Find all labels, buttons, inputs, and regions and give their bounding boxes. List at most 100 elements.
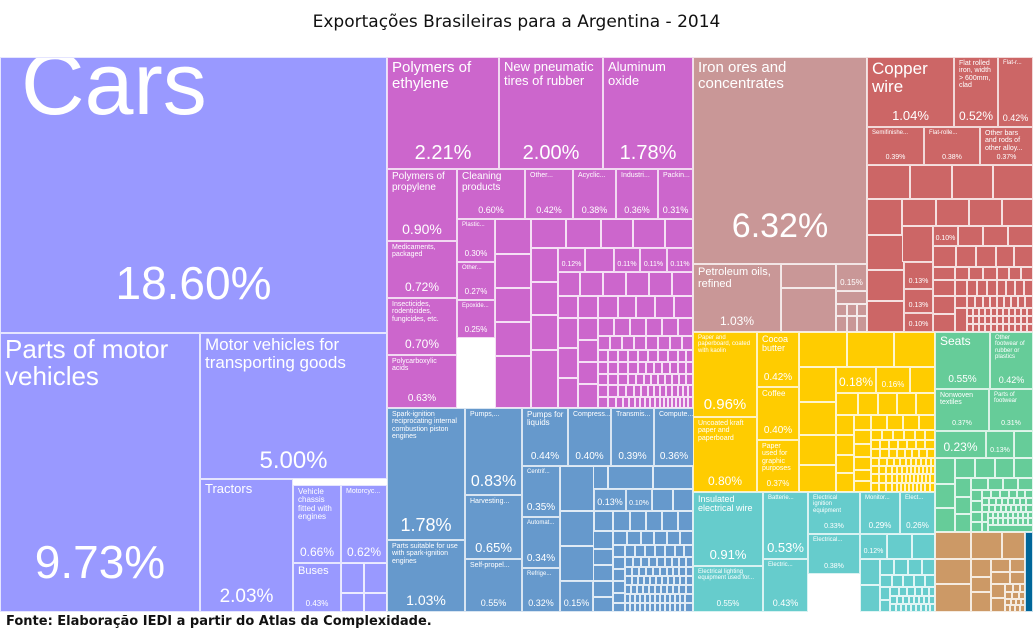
treemap-cell <box>646 336 658 350</box>
cell-label: Petroleum oils, refined <box>698 266 771 290</box>
treemap-cell <box>922 587 929 596</box>
treemap-cell <box>982 490 991 498</box>
treemap-cell <box>593 531 613 549</box>
cell-value: 0.25% <box>464 325 488 334</box>
treemap-cell <box>625 557 633 567</box>
treemap-cell <box>922 559 935 575</box>
treemap-cell <box>991 584 1005 598</box>
cell-label: Uncoated kraft paper and paperboard <box>698 420 744 442</box>
treemap-cell <box>630 318 646 336</box>
treemap-cell <box>985 324 991 332</box>
cell-value: 0.42% <box>998 375 1025 385</box>
cell-value: 0.43% <box>772 598 799 608</box>
treemap-cell <box>993 165 1033 199</box>
treemap-cell <box>682 336 693 350</box>
cell-label: Spark-ignition reciprocating internal co… <box>392 411 457 441</box>
treemap-cell <box>935 484 955 508</box>
treemap-cell <box>667 567 673 576</box>
treemap-cell <box>630 603 635 612</box>
treemap-cell <box>638 350 648 362</box>
treemap-cell <box>1015 316 1021 324</box>
treemap-cell <box>660 594 665 603</box>
treemap-cell <box>650 397 655 408</box>
treemap-cell <box>926 458 931 466</box>
treemap-cell <box>997 267 1009 280</box>
cell-value: 0.40% <box>763 425 793 436</box>
treemap-cell <box>598 362 608 374</box>
treemap-cell <box>967 324 973 332</box>
treemap-cell <box>933 280 955 296</box>
treemap-cell <box>665 557 672 567</box>
treemap-cell <box>914 575 925 587</box>
treemap-cell <box>531 219 566 248</box>
treemap-cell <box>867 270 904 301</box>
treemap-cell <box>1021 308 1027 316</box>
treemap-cell <box>685 594 693 603</box>
treemap-cell <box>919 466 923 474</box>
treemap-cell <box>1006 505 1011 512</box>
treemap-cell <box>656 576 662 585</box>
cell-label: Polymers of propylene <box>392 171 445 193</box>
treemap-cell <box>613 603 625 612</box>
treemap-cell <box>799 435 836 465</box>
treemap-cell <box>995 505 1001 512</box>
treemap-cell: Motorcyc... 0.62% <box>341 485 387 563</box>
treemap-cell <box>625 567 632 576</box>
treemap-cell <box>666 385 672 397</box>
treemap-cell <box>982 505 989 512</box>
treemap-cell <box>925 440 935 449</box>
treemap-cell <box>952 165 993 199</box>
cell-label: Flat-rolle... <box>929 130 958 136</box>
treemap-cell <box>913 483 917 492</box>
treemap-cell <box>1018 512 1023 518</box>
treemap-cell <box>662 318 678 336</box>
treemap-cell <box>1011 599 1016 605</box>
treemap-cell <box>903 415 919 430</box>
treemap-cell <box>593 549 613 565</box>
treemap-cell <box>854 430 871 444</box>
treemap-cell <box>673 567 679 576</box>
treemap-cell <box>930 474 935 483</box>
treemap-cell <box>658 336 670 350</box>
treemap-cell <box>847 316 857 332</box>
treemap-cell <box>898 440 907 449</box>
treemap-cell <box>594 511 613 531</box>
cell-label: Tractors <box>205 481 253 496</box>
treemap-cell <box>1009 267 1021 280</box>
treemap-cell <box>973 316 979 324</box>
treemap-cell <box>495 288 531 322</box>
treemap-cell: Nonwoven textiles 0.37% <box>935 389 989 431</box>
treemap-cell <box>531 350 558 408</box>
treemap-cell <box>648 385 654 397</box>
treemap-cell <box>1027 316 1033 324</box>
cell-value: 0.35% <box>526 502 556 513</box>
treemap-cell: 0.12% <box>558 248 585 272</box>
treemap-cell <box>613 531 627 545</box>
cell-value: 0.55% <box>716 599 740 608</box>
treemap-cell <box>676 397 680 408</box>
treemap-cell <box>634 385 641 397</box>
treemap-cell <box>1009 308 1015 316</box>
treemap-cell <box>641 531 654 545</box>
treemap-cell <box>836 393 858 415</box>
treemap-cell: 0.16% <box>876 367 910 393</box>
treemap-cell <box>652 489 673 511</box>
treemap-cell <box>997 296 1004 308</box>
cell-value: 0.72% <box>404 280 440 294</box>
treemap-cell <box>967 308 973 316</box>
cell-value: 0.90% <box>402 221 442 237</box>
treemap-cell: Paper used for graphic purposes 0.37% <box>757 440 799 492</box>
treemap-cell <box>977 280 987 296</box>
treemap-cell <box>645 594 650 603</box>
treemap-cell: Buses 0.43% <box>293 563 341 612</box>
treemap-cell <box>1009 316 1015 324</box>
cell-value: 0.23% <box>943 440 978 454</box>
treemap-cell <box>614 318 630 336</box>
treemap-cell <box>626 272 649 296</box>
treemap-cell <box>997 280 1006 296</box>
treemap-cell <box>655 296 674 318</box>
cell-label: Acyclic... <box>578 172 606 179</box>
treemap-cell <box>675 594 680 603</box>
treemap-cell <box>1015 324 1021 332</box>
cell-label: Medicaments, packaged <box>392 244 436 259</box>
